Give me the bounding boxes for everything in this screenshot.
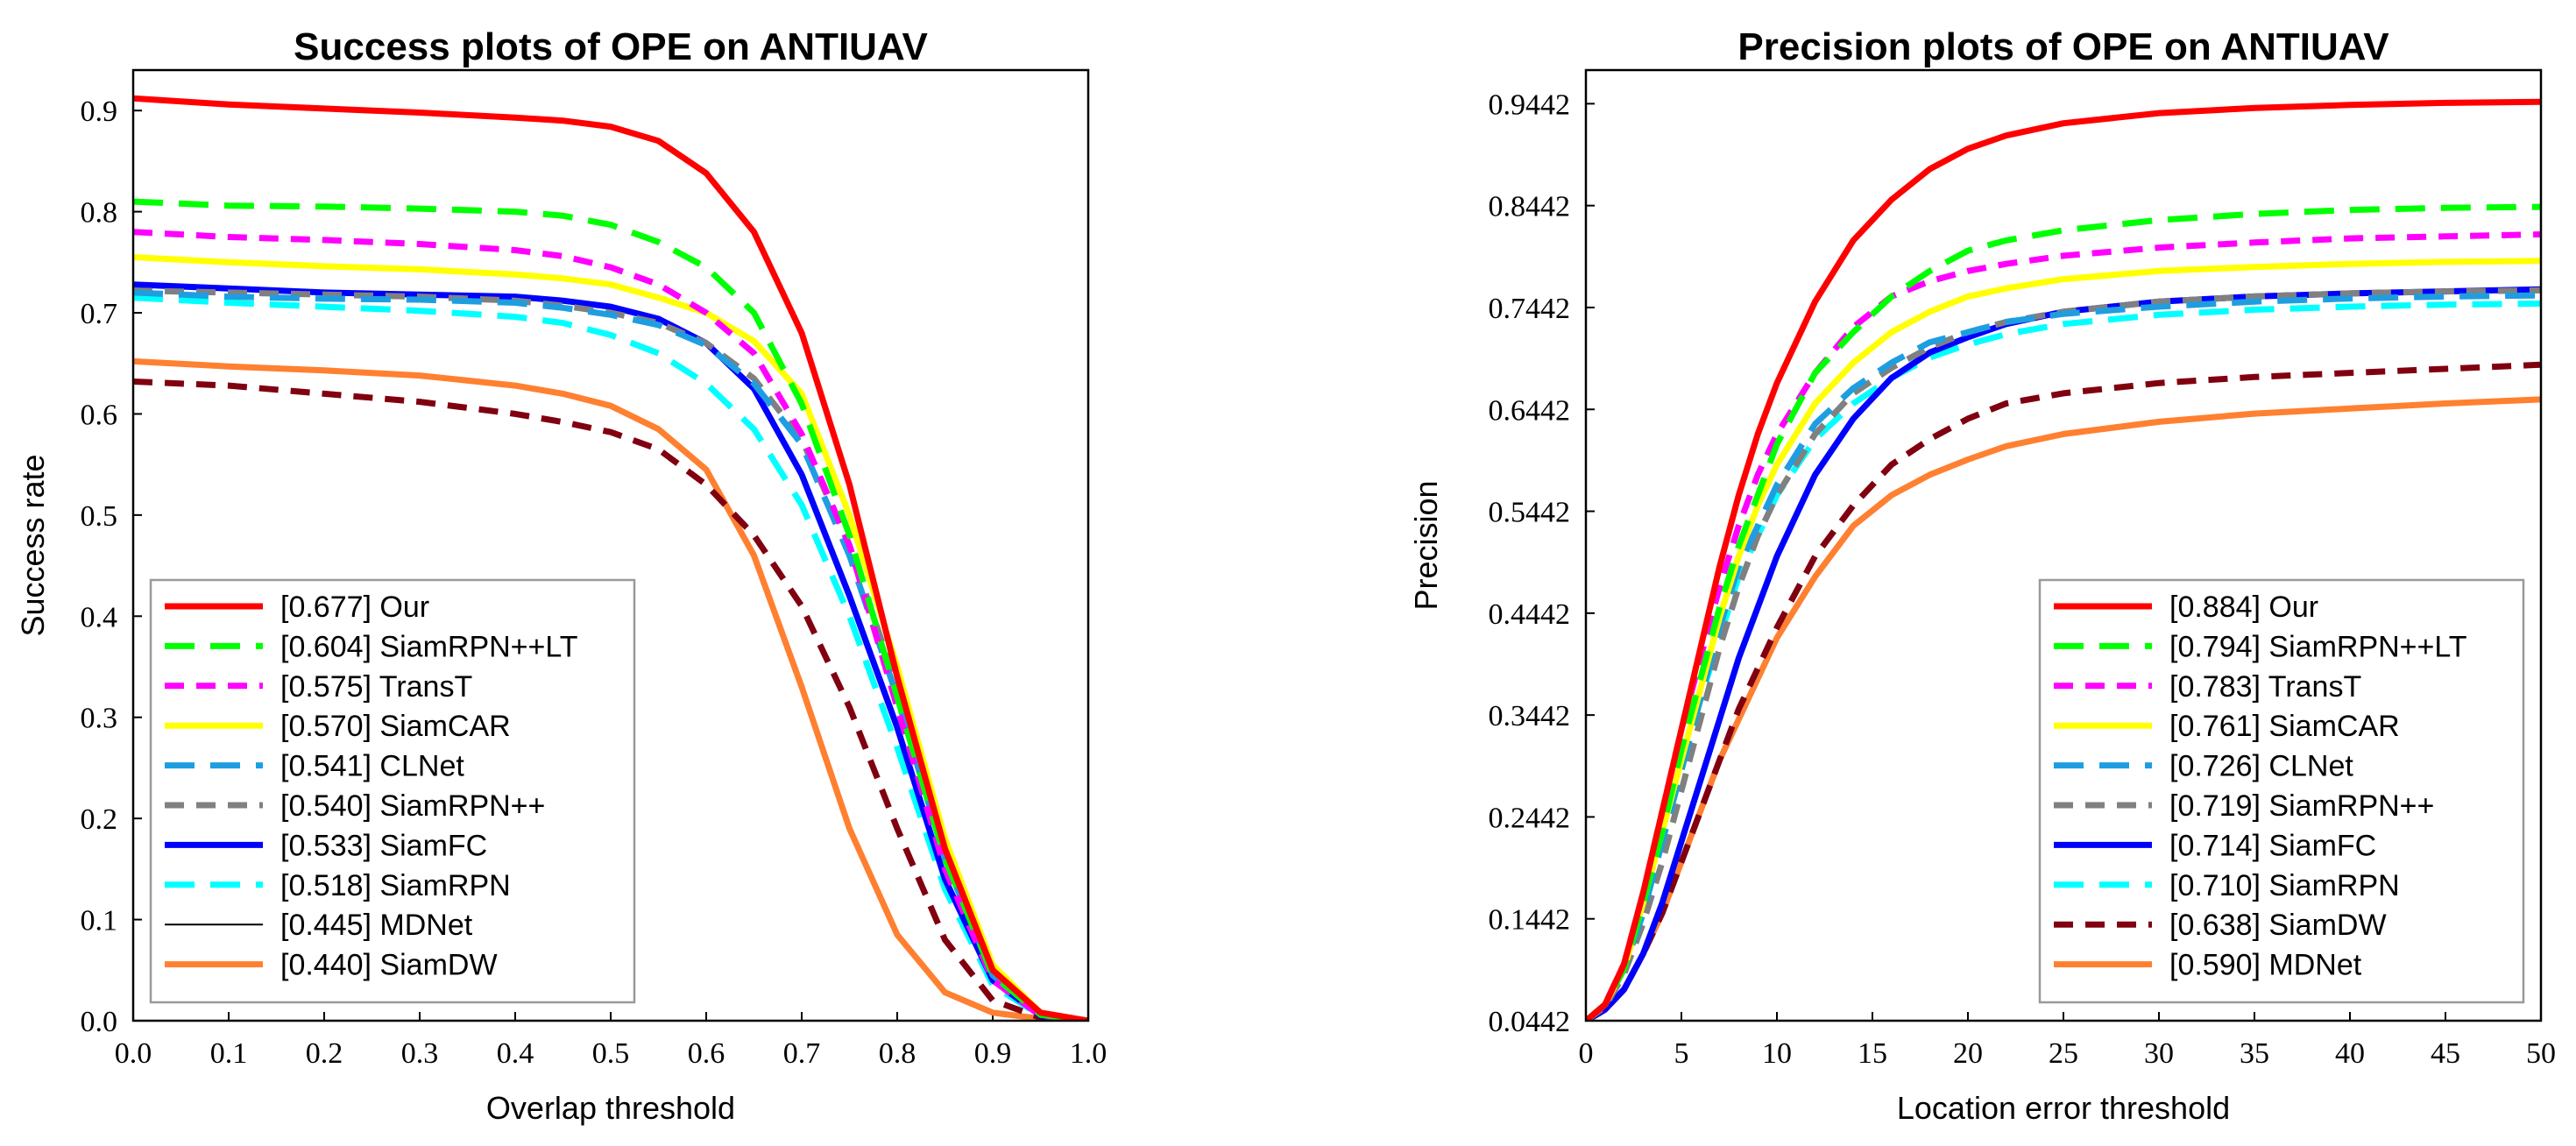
legend-label: [0.710] SiamRPN [2169, 869, 2400, 902]
y-tick-label: 0.4 [81, 601, 118, 633]
plot-frame [1584, 68, 2543, 1022]
legend-label: [0.783] TransT [2169, 670, 2361, 704]
x-tick-label: 30 [2144, 1037, 2174, 1070]
series-line-siamrpn [133, 294, 1088, 1021]
series-line-clnet [1586, 292, 2541, 1021]
legend-label: [0.794] SiamRPN++LT [2169, 630, 2467, 663]
y-tick-label: 0.9442 [1489, 88, 1571, 121]
legend-label: [0.638] SiamDW [2169, 909, 2387, 942]
y-tick-label: 0.6442 [1489, 394, 1571, 427]
x-tick-label: 1.0 [1070, 1037, 1108, 1070]
x-tick-label: 45 [2431, 1037, 2460, 1070]
series-line-siamrpn [1586, 286, 2541, 1021]
x-tick-label: 0.5 [592, 1037, 630, 1070]
x-tick-label: 0.0 [115, 1037, 152, 1070]
legend: [0.884] Our [0.794] SiamRPN++LT [0.783] Tr… [2038, 578, 2525, 1004]
y-tick-label: 0.9 [81, 96, 118, 128]
legend-label: [0.575] TransT [280, 670, 472, 704]
y-tick-label: 0.0 [81, 1006, 118, 1038]
x-tick-label: 0.4 [497, 1037, 534, 1070]
x-tick-label: 35 [2240, 1037, 2269, 1070]
y-tick-label: 0.8 [81, 197, 118, 230]
x-axis-label: Overlap threshold [486, 1090, 735, 1126]
y-tick-label: 0.5442 [1489, 497, 1571, 529]
x-tick-label: 0 [1579, 1037, 1594, 1070]
legend-box [2038, 578, 2525, 1004]
y-tick-label: 0.3442 [1489, 700, 1571, 732]
series-line-our [133, 95, 1088, 1021]
legend-label: [0.604] SiamRPN++LT [280, 630, 578, 663]
series-line-clnet [133, 289, 1088, 1021]
legend-label: [0.570] SiamCAR [280, 710, 511, 743]
legend: [0.677] Our [0.604] SiamRPN++LT [0.575] Tr… [149, 578, 636, 1004]
y-tick-label: 0.5 [81, 500, 118, 533]
x-tick-label: 25 [2049, 1037, 2078, 1070]
y-tick-label: 0.2442 [1489, 802, 1571, 834]
series-line-our [1586, 98, 2541, 1021]
legend-label: [0.884] Our [2169, 591, 2318, 624]
series-line-siamrpn [133, 287, 1088, 1021]
x-tick-label: 20 [1953, 1037, 1983, 1070]
legend-label: [0.719] SiamRPN++ [2169, 789, 2434, 823]
legend-label: [0.761] SiamCAR [2169, 710, 2400, 743]
series-line-transt [133, 229, 1088, 1021]
chart-title: Success plots of OPE on ANTIUAV [294, 25, 928, 68]
y-tick-label: 0.7442 [1489, 293, 1571, 325]
legend-box [149, 578, 636, 1004]
y-tick-label: 0.3 [81, 703, 118, 735]
y-axis-label: Precision [1408, 480, 1444, 610]
x-tick-label: 0.8 [879, 1037, 916, 1070]
y-tick-label: 0.2 [81, 803, 118, 836]
series-line-siamrpn-lt [1586, 203, 2541, 1021]
y-tick-label: 0.4442 [1489, 598, 1571, 631]
legend-label: [0.440] SiamDW [280, 949, 498, 982]
chart-title: Precision plots of OPE on ANTIUAV [1737, 25, 2389, 68]
x-tick-label: 40 [2335, 1037, 2365, 1070]
y-tick-label: 0.0442 [1489, 1006, 1571, 1038]
legend-label: [0.677] Our [280, 591, 429, 624]
x-tick-label: 0.2 [306, 1037, 343, 1070]
legend-label: [0.726] CLNet [2169, 750, 2353, 783]
x-tick-label: 10 [1762, 1037, 1792, 1070]
y-tick-label: 0.1442 [1489, 904, 1571, 937]
x-axis-label: Location error threshold [1897, 1090, 2230, 1126]
precision-plot: Precision plots of OPE on ANTIUAV 0 5 10 15 2… [1408, 25, 2556, 1126]
legend-label: [0.445] MDNet [280, 909, 473, 942]
plot-frame [131, 68, 1090, 1022]
x-tick-label: 5 [1674, 1037, 1689, 1070]
legend-label: [0.541] CLNet [280, 750, 464, 783]
x-tick-label: 15 [1858, 1037, 1887, 1070]
legend-label: [0.590] MDNet [2169, 949, 2362, 982]
x-tick-label: 0.6 [688, 1037, 725, 1070]
x-tick-label: 50 [2526, 1037, 2556, 1070]
success-plot: Success plots of OPE on ANTIUAV 0.0 0.1 0.2… [15, 25, 1107, 1126]
legend-label: [0.518] SiamRPN [280, 869, 511, 902]
legend-label: [0.714] SiamFC [2169, 829, 2376, 862]
legend-label: [0.533] SiamFC [280, 829, 487, 862]
y-tick-label: 0.8442 [1489, 191, 1571, 223]
series-line-siamdw [133, 357, 1088, 1021]
x-tick-label: 0.7 [783, 1037, 821, 1070]
legend-label: [0.540] SiamRPN++ [280, 789, 545, 823]
x-tick-label: 0.1 [210, 1037, 248, 1070]
series-line-mdnet [133, 378, 1088, 1021]
y-tick-label: 0.1 [81, 905, 118, 937]
y-tick-label: 0.6 [81, 399, 118, 431]
series-line-siamdw [1586, 361, 2541, 1021]
x-tick-label: 0.9 [974, 1037, 1012, 1070]
series-group [1586, 98, 2541, 1021]
y-axis-label: Success rate [15, 454, 51, 636]
series-group [133, 95, 1088, 1021]
series-line-siamrpn-lt [133, 198, 1088, 1021]
y-tick-label: 0.7 [81, 298, 118, 330]
x-tick-label: 0.3 [401, 1037, 439, 1070]
